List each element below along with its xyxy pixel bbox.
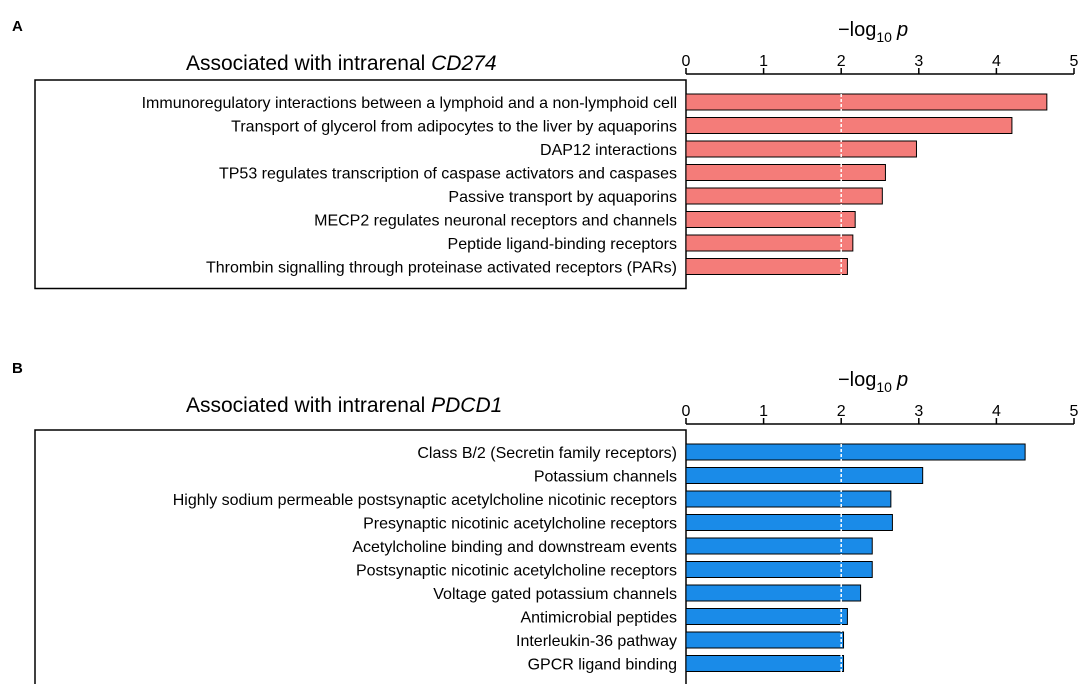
panel-a: A Associated with intrarenal CD274 −log1…: [0, 0, 1084, 330]
x-tick-label: 5: [1070, 403, 1079, 420]
category-label: Peptide ligand-binding receptors: [448, 236, 677, 253]
category-label: Transport of glycerol from adipocytes to…: [231, 119, 677, 136]
panel-b: B Associated with intrarenal PDCD1 −log1…: [0, 342, 1084, 684]
panel-title-prefix: Associated with intrarenal: [186, 52, 432, 75]
x-tick-label: 5: [1070, 53, 1079, 70]
panel-title-prefix: Associated with intrarenal: [186, 394, 432, 417]
bar: [685, 164, 886, 181]
category-label: Postsynaptic nicotinic acetylcholine rec…: [356, 563, 677, 580]
category-label: MECP2 regulates neuronal receptors and c…: [314, 213, 677, 230]
x-axis-label: −log10 p: [838, 369, 908, 395]
panel-title: Associated with intrarenal CD274: [186, 52, 497, 76]
category-label: Acetylcholine binding and downstream eve…: [352, 539, 677, 556]
x-axis-label: −log10 p: [838, 19, 908, 45]
panel-letter: A: [12, 18, 23, 35]
category-label: Immunoregulatory interactions between a …: [142, 95, 677, 112]
category-label: DAP12 interactions: [540, 142, 677, 159]
bar: [685, 514, 893, 531]
bar: [685, 211, 856, 228]
category-label: Interleukin-36 pathway: [516, 633, 677, 650]
category-label: Thrombin signalling through proteinase a…: [206, 260, 677, 277]
bar: [685, 467, 924, 484]
category-frame: [34, 79, 687, 290]
panel-title-gene: CD274: [431, 52, 497, 75]
x-tick-label: 2: [837, 53, 846, 70]
category-label: Highly sodium permeable postsynaptic ace…: [173, 492, 677, 509]
x-tick-label: 0: [682, 403, 691, 420]
bar: [685, 537, 873, 555]
category-label: Passive transport by aquaporins: [448, 189, 677, 206]
category-label: Presynaptic nicotinic acetylcholine rece…: [363, 516, 677, 533]
x-tick-label: 4: [992, 53, 1001, 70]
category-label: TP53 regulates transcription of caspase …: [219, 166, 677, 183]
bar: [685, 93, 1048, 111]
chart-a: −log10 p 0 1 2 3 4 5 Immunoregulatory interactio…: [34, 19, 1079, 290]
panel-title-gene: PDCD1: [431, 394, 503, 417]
category-label: Voltage gated potassium channels: [433, 586, 677, 603]
bar: [685, 234, 854, 252]
x-tick-label: 2: [837, 403, 846, 420]
bar: [685, 258, 848, 275]
chart-b: −log10 p 0 1 2 3 4 5 Class B/2 (Secretin family …: [34, 369, 1079, 684]
x-tick-label: 4: [992, 403, 1001, 420]
bar: [685, 608, 848, 625]
x-tick-label: 1: [759, 53, 768, 70]
panel-letter: B: [12, 360, 23, 377]
bar: [685, 561, 873, 578]
x-tick-label: 0: [682, 53, 691, 70]
bar: [685, 631, 845, 649]
bar: [685, 443, 1026, 461]
bar: [685, 655, 845, 672]
x-tick-label: 1: [759, 403, 768, 420]
bar: [685, 490, 892, 508]
category-frame: [34, 429, 687, 684]
category-label: GPCR ligand binding: [528, 657, 677, 674]
panel-title: Associated with intrarenal PDCD1: [186, 394, 502, 418]
category-label: Potassium channels: [534, 469, 677, 486]
category-label: Class B/2 (Secretin family receptors): [417, 445, 677, 462]
bar: [685, 117, 1013, 134]
x-tick-label: 3: [914, 53, 923, 70]
category-label: Antimicrobial peptides: [520, 610, 677, 627]
bar: [685, 187, 883, 205]
bar: [685, 584, 862, 602]
bar: [685, 140, 917, 158]
x-tick-label: 3: [914, 403, 923, 420]
